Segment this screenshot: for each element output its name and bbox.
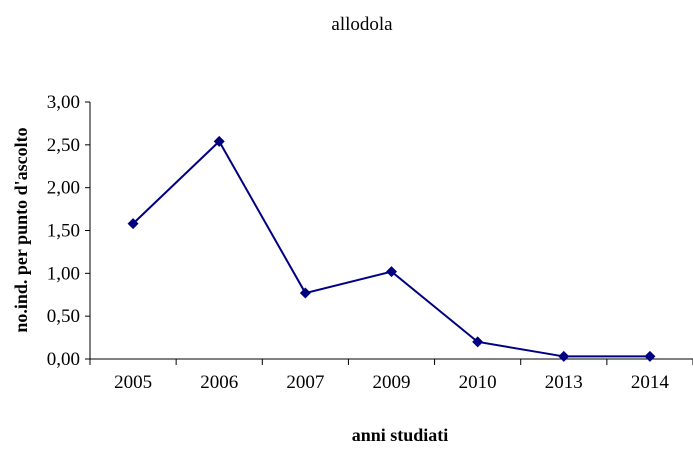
data-point-marker (472, 336, 484, 348)
x-tick-label: 2013 (545, 372, 583, 393)
y-tick-label: 3,00 (47, 92, 80, 113)
data-point-marker (644, 350, 656, 362)
data-point-marker (213, 135, 225, 147)
data-point-marker (127, 218, 139, 230)
data-point-marker (299, 287, 311, 299)
x-tick-label: 2005 (114, 372, 152, 393)
y-tick-label: 0,00 (47, 349, 80, 370)
x-tick-label: 2006 (200, 372, 238, 393)
x-tick-label: 2014 (631, 372, 670, 393)
x-ticks: 2005 2006 2007 2009 2010 2013 2014 (89, 359, 693, 393)
y-axis-title: no.ind. per punto d'ascolto (11, 127, 31, 332)
y-ticks: 0,00 0,50 1,00 1,50 2,00 2,50 3,00 (47, 92, 90, 370)
series-line (132, 139, 650, 358)
x-tick-label: 2009 (373, 372, 411, 393)
y-tick-label: 2,50 (47, 135, 80, 156)
chart-title: allodola (331, 14, 393, 35)
x-tick-label: 2007 (286, 372, 324, 393)
y-tick-label: 1,50 (47, 221, 80, 242)
x-tick-label: 2010 (459, 372, 497, 393)
y-tick-label: 0,50 (47, 306, 80, 327)
data-point-marker (558, 350, 570, 362)
y-tick-label: 1,00 (47, 263, 80, 284)
y-tick-label: 2,00 (47, 178, 80, 199)
series-layer (127, 135, 656, 362)
x-axis-title: anni studiati (352, 425, 449, 445)
data-point-marker (386, 266, 397, 278)
